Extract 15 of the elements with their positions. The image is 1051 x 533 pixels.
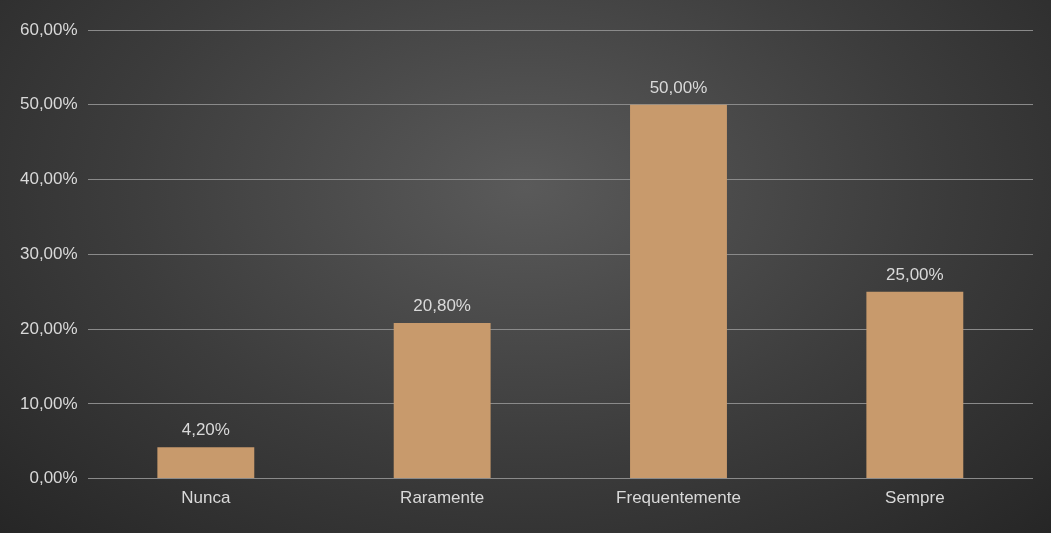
x-tick-label: Sempre (885, 488, 945, 508)
data-label: 25,00% (886, 264, 944, 284)
data-label: 20,80% (413, 296, 471, 316)
y-tick-label: 0,00% (29, 468, 78, 488)
y-tick-label: 60,00% (19, 19, 78, 39)
data-label: 4,20% (181, 420, 230, 440)
y-tick-label: 20,00% (19, 318, 78, 338)
y-tick-label: 40,00% (19, 169, 78, 189)
x-tick-label: Frequentemente (616, 488, 741, 508)
y-tick-label: 10,00% (19, 393, 78, 413)
y-tick-label: 30,00% (19, 243, 78, 263)
x-tick-label: Raramente (400, 488, 485, 508)
data-label: 50,00% (649, 77, 708, 97)
x-tick-label: Nunca (181, 488, 231, 508)
y-tick-label: 50,00% (19, 94, 78, 114)
